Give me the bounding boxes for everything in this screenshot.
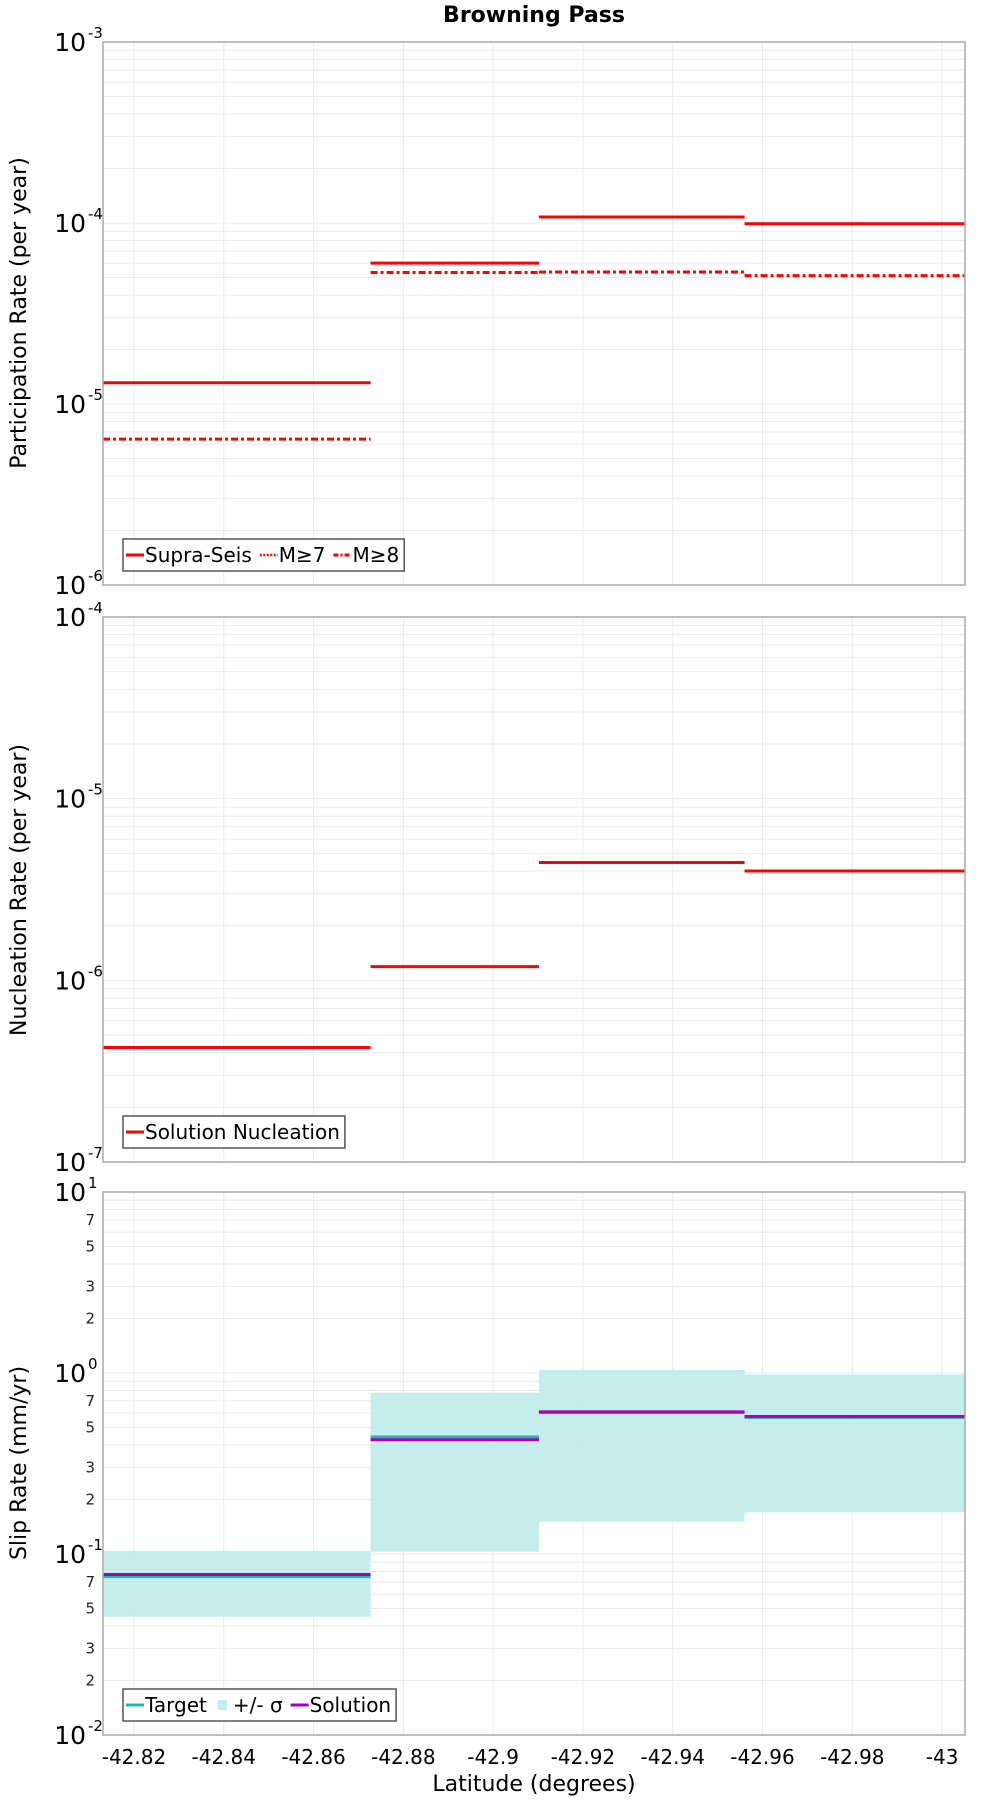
y-tick-label: 10 [54,571,86,600]
y-tick-exponent: 1 [88,1174,98,1192]
x-axis-ticks: -42.82 -42.84 -42.86 -42.88 -42.9 -42.92 -42.9… [102,1745,959,1769]
plot-area [103,42,965,585]
legend-label: +/- σ [233,1693,283,1717]
y-tick-exponent: -4 [88,599,103,617]
x-axis-label: Latitude (degrees) [432,1772,635,1797]
y-axis-ticks: 10-310-410-510-6 [54,24,103,600]
y-minor-tick-label: 3 [85,1459,95,1477]
y-axis-label: Nucleation Rate (per year) [7,744,32,1036]
sigma-band [103,1550,371,1617]
y-tick-label: 10 [54,1721,86,1750]
chart-title: Browning Pass [443,3,625,28]
legend-label: Supra-Seis [145,543,252,567]
x-tick-label: -42.98 [820,1745,884,1769]
y-tick-label: 10 [54,785,86,814]
y-tick-label: 10 [54,28,86,57]
y-tick-exponent: 0 [88,1355,98,1373]
x-tick-label: -42.94 [640,1745,704,1769]
sigma-band [370,1392,539,1552]
sigma-band [744,1374,965,1513]
legend-box [122,1688,397,1722]
y-tick-exponent: -3 [88,24,103,42]
series-group [103,1369,965,1617]
y-tick-exponent: -5 [88,781,103,799]
legend: Target +/- σ Solution [122,1688,397,1722]
plot-frame [102,1191,966,1736]
y-tick-label: 10 [54,209,86,238]
legend-box [122,1115,346,1149]
legend-label: Solution [310,1693,391,1717]
legend-label: Target [144,1693,207,1717]
y-minor-tick-label: 5 [85,1599,95,1617]
y-tick-exponent: -4 [88,205,103,223]
x-tick-label: -42.96 [730,1745,794,1769]
series-group [103,861,965,1049]
y-minor-tick-label: 7 [85,1211,95,1229]
x-tick-label: -42.84 [192,1745,256,1769]
y-minor-tick-label: 2 [85,1310,95,1328]
sigma-band [538,1369,745,1522]
y-minor-tick-label: 2 [85,1672,95,1690]
y-tick-exponent: -6 [88,567,103,585]
y-tick-exponent: -5 [88,386,103,404]
y-tick-label: 10 [54,1178,86,1207]
y-axis-label: Slip Rate (mm/yr) [7,1366,32,1560]
x-tick-label: -42.82 [102,1745,166,1769]
y-minor-tick-label: 5 [85,1237,95,1255]
x-tick-label: -42.9 [467,1745,519,1769]
plot-frame [102,41,966,586]
y-tick-label: 10 [54,603,86,632]
plot-area [103,617,965,1162]
x-tick-label: -42.88 [371,1745,435,1769]
legend-label: Solution Nucleation [145,1120,340,1144]
y-axis-ticks: 10-410-510-610-7 [54,599,103,1177]
y-minor-tick-label: 3 [85,1278,95,1296]
y-tick-label: 10 [54,390,86,419]
y-minor-tick-label: 7 [85,1392,95,1410]
y-tick-exponent: -6 [88,962,103,980]
y-tick-label: 10 [54,1540,86,1569]
legend-label: M≥7 [279,543,326,567]
y-minor-tick-label: 5 [85,1418,95,1436]
x-tick-label: -42.86 [281,1745,345,1769]
y-tick-exponent: -2 [88,1717,103,1735]
y-tick-exponent: -7 [88,1144,103,1162]
y-tick-label: 10 [54,966,86,995]
x-tick-label: -43 [926,1745,959,1769]
y-minor-tick-label: 3 [85,1640,95,1658]
y-tick-exponent: -1 [88,1536,103,1554]
series-group [103,215,965,441]
gridlines [103,617,965,1163]
legend: Supra-Seis M≥7 M≥8 [122,538,405,572]
legend-label: M≥8 [353,543,400,567]
legend-swatch-band [217,1700,227,1710]
y-minor-tick-label: 2 [85,1491,95,1509]
legend: Solution Nucleation [122,1115,346,1149]
plot-frame [102,616,966,1163]
y-axis-label: Participation Rate (per year) [7,157,32,469]
y-tick-label: 10 [54,1359,86,1388]
y-tick-label: 10 [54,1148,86,1177]
x-tick-label: -42.92 [551,1745,615,1769]
y-minor-tick-label: 7 [85,1573,95,1591]
gridlines [103,42,965,586]
